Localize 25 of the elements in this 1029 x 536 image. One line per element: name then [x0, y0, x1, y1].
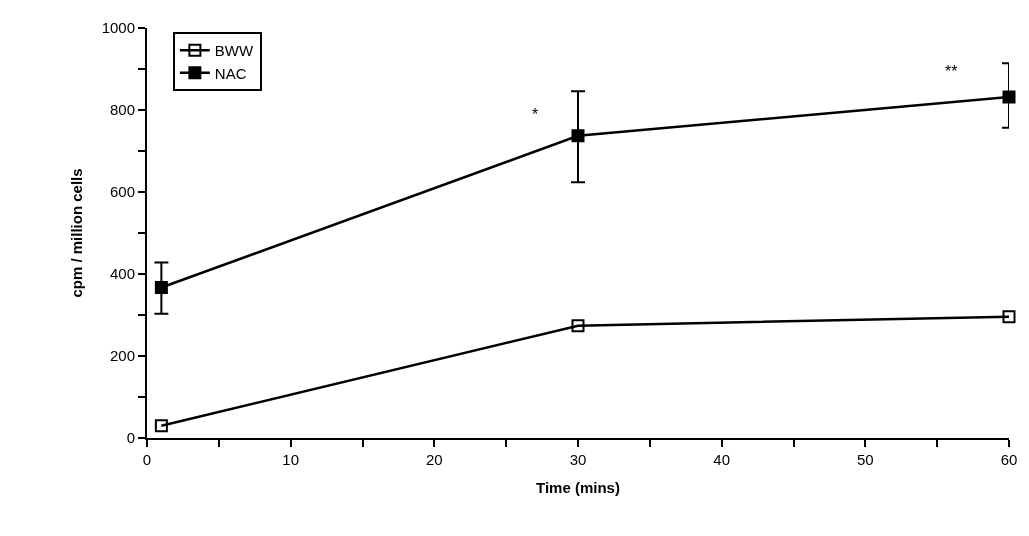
x-tick-label: 30 [569, 451, 587, 468]
x-tick-label: 40 [713, 451, 731, 468]
x-tick-label: 60 [1000, 451, 1018, 468]
y-tick-label: 200 [109, 347, 135, 365]
y-tick-label: 0 [126, 429, 135, 447]
point [1002, 310, 1016, 324]
annotation: * [532, 106, 539, 123]
point [571, 129, 585, 143]
y-tick-label: 600 [109, 183, 135, 201]
point [154, 419, 168, 433]
x-tick-label: 10 [282, 451, 300, 468]
point [154, 281, 168, 295]
x-tick-label: 50 [856, 451, 874, 468]
y-tick-label: 800 [109, 101, 135, 119]
x-axis-title: Time (mins) [536, 478, 620, 496]
point [1002, 90, 1016, 104]
legend-label: BWW [214, 42, 255, 60]
x-tick-label: 20 [425, 451, 443, 468]
y-tick-label: 1000 [101, 19, 135, 37]
y-tick-label: 400 [109, 265, 135, 283]
legend-label: NAC [214, 64, 247, 82]
y-axis-title: cpm / million cells [68, 168, 86, 298]
point [571, 319, 585, 333]
x-tick-label: 0 [142, 451, 152, 468]
annotation: ** [945, 63, 958, 80]
